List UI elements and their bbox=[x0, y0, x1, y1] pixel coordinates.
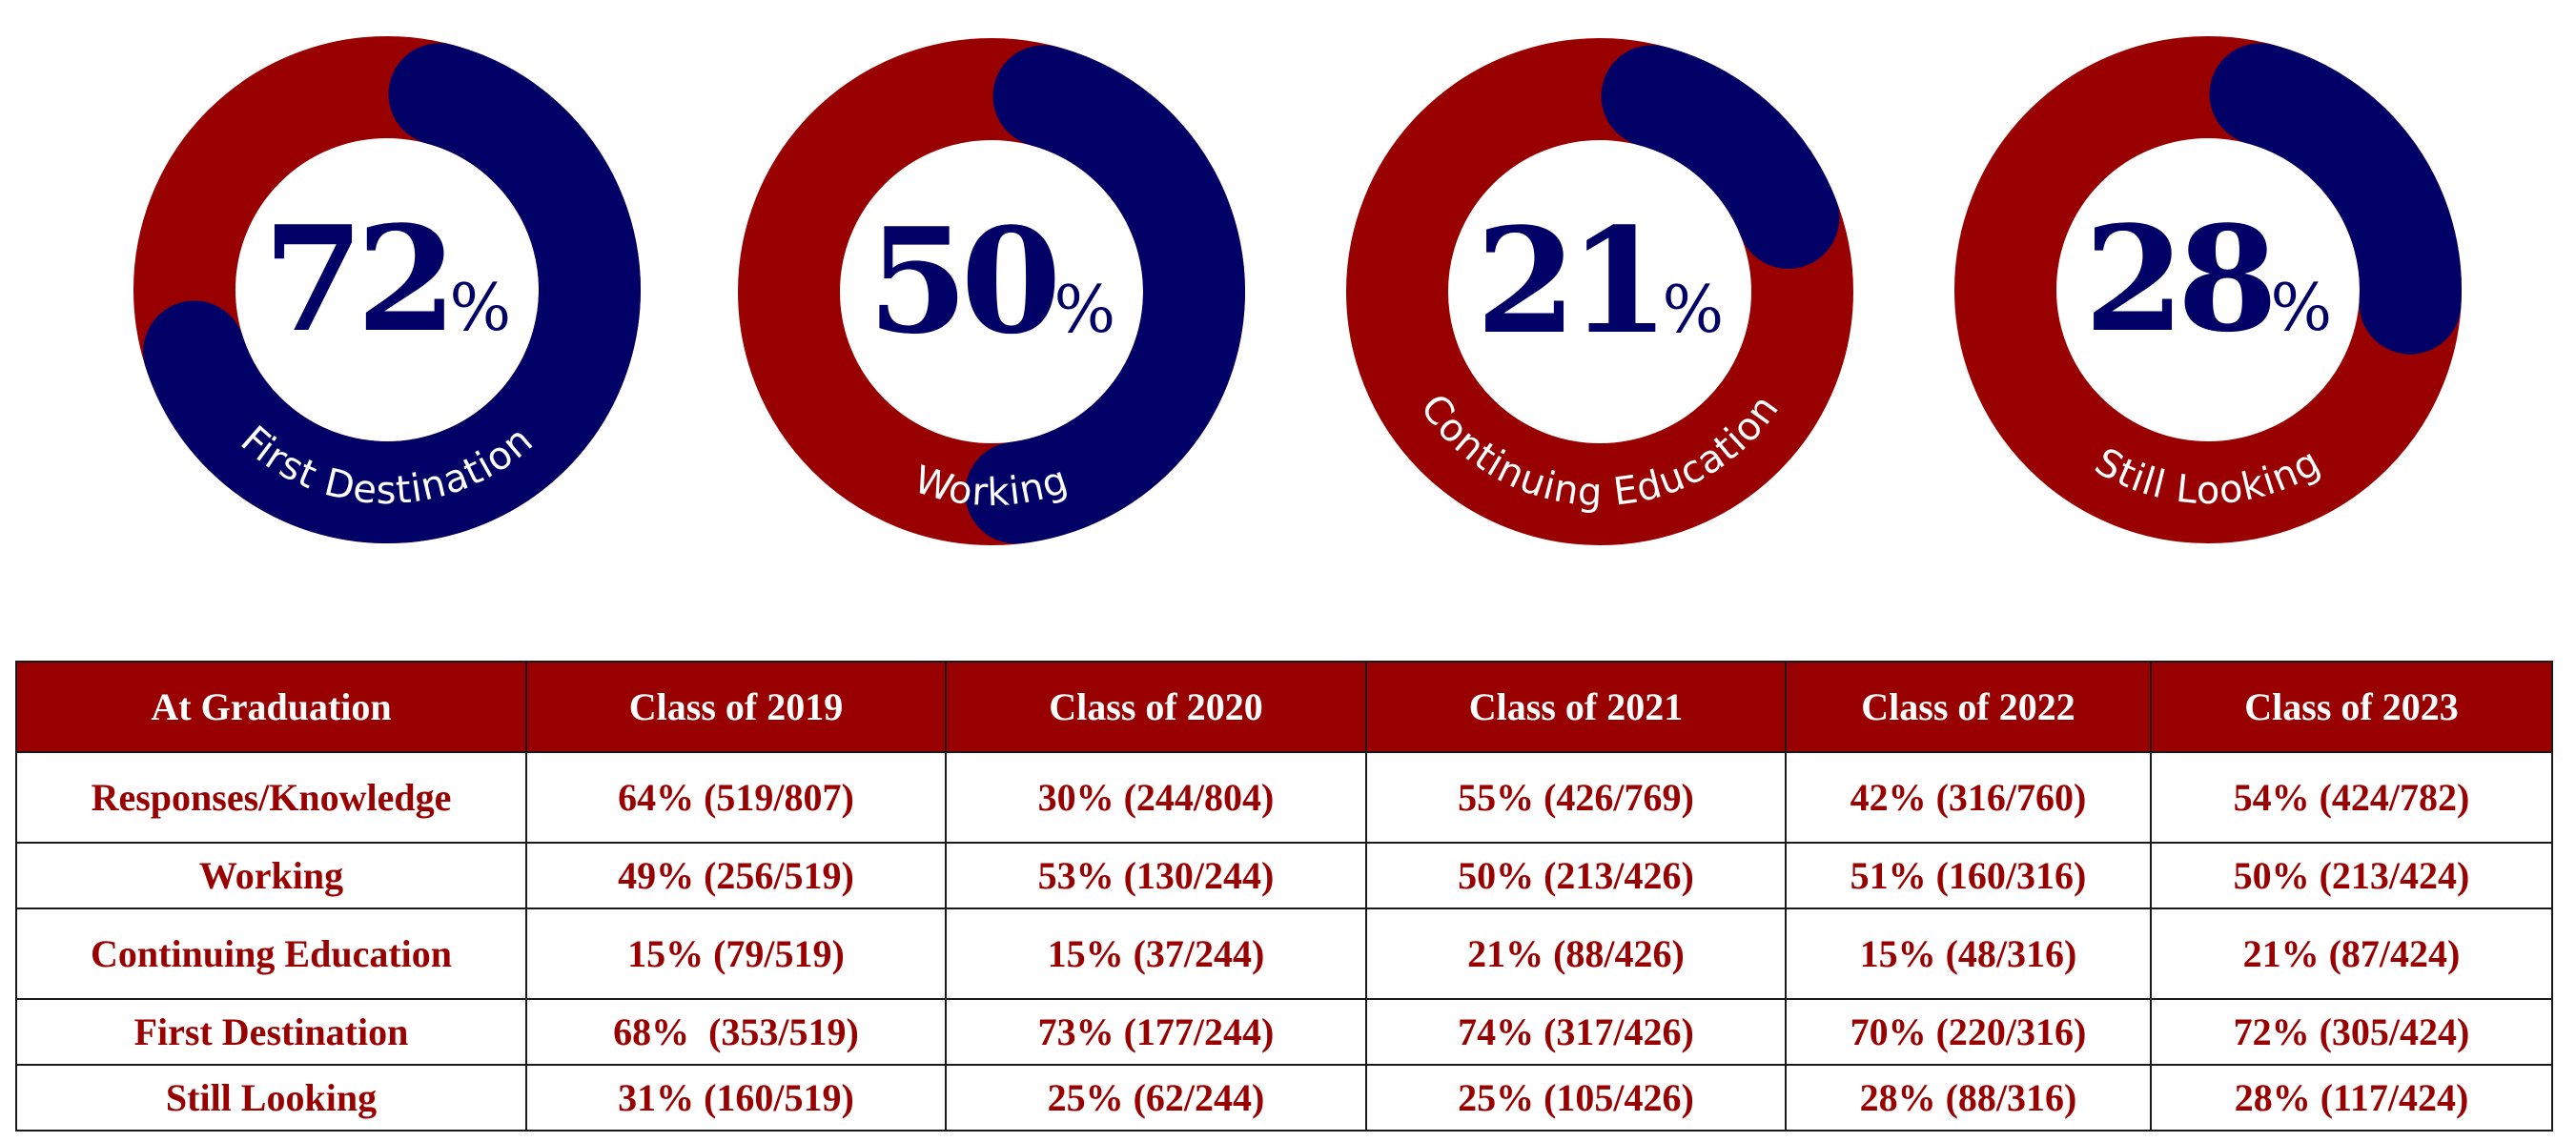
table-cell: 25% (62/244) bbox=[945, 1064, 1367, 1132]
header-class-2023: Class of 2023 bbox=[2150, 661, 2553, 753]
donut-gauges: 72% First Destination 50% Working 21% Co… bbox=[133, 36, 2462, 545]
table-cell: 64% (519/807) bbox=[525, 751, 947, 844]
gauge-working: 50% Working bbox=[738, 38, 1245, 545]
row-label: Working bbox=[15, 842, 527, 909]
gauge-number: 28 bbox=[2084, 194, 2271, 364]
gauge-percent-sign: % bbox=[449, 271, 511, 346]
gauge-first-destination: 72% First Destination bbox=[133, 36, 641, 543]
table-cell: 42% (316/760) bbox=[1785, 751, 2152, 844]
table-cell: 50% (213/424) bbox=[2150, 842, 2553, 909]
graduation-outcomes-table: At Graduation Class of 2019 Class of 202… bbox=[15, 661, 2553, 1132]
table-row: First Destination 68% (353/519) 73% (177… bbox=[15, 998, 2553, 1066]
table-cell: 74% (317/426) bbox=[1365, 998, 1787, 1066]
table-cell: 28% (117/424) bbox=[2150, 1064, 2553, 1132]
table-row: Working 49% (256/519) 53% (130/244) 50% … bbox=[15, 842, 2553, 909]
table-cell: 73% (177/244) bbox=[945, 998, 1367, 1066]
gauge-filled-arc bbox=[1601, 45, 1840, 269]
header-at-graduation: At Graduation bbox=[15, 661, 527, 753]
table-cell: 15% (37/244) bbox=[945, 907, 1367, 1000]
table-cell: 49% (256/519) bbox=[525, 842, 947, 909]
table-cell: 15% (48/316) bbox=[1785, 907, 2152, 1000]
gauge-filled-arc bbox=[965, 45, 1245, 544]
table-cell: 50% (213/426) bbox=[1365, 842, 1787, 909]
gauge-value: 21% bbox=[1476, 195, 1724, 366]
row-label: Continuing Education bbox=[15, 907, 527, 1000]
table-cell: 53% (130/244) bbox=[945, 842, 1367, 909]
table-cell: 51% (160/316) bbox=[1785, 842, 2152, 909]
gauge-percent-sign: % bbox=[1662, 273, 1724, 348]
gauge-value: 50% bbox=[868, 195, 1115, 366]
header-class-2021: Class of 2021 bbox=[1365, 661, 1787, 753]
table-cell: 31% (160/519) bbox=[525, 1064, 947, 1132]
table-cell: 30% (244/804) bbox=[945, 751, 1367, 844]
table-row: Continuing Education 15% (79/519) 15% (3… bbox=[15, 907, 2553, 1000]
table-cell: 72% (305/424) bbox=[2150, 998, 2553, 1066]
table-cell: 54% (424/782) bbox=[2150, 751, 2553, 844]
gauge-track bbox=[1346, 38, 1853, 545]
table-cell: 25% (105/426) bbox=[1365, 1064, 1787, 1132]
table-row: Still Looking 31% (160/519) 25% (62/244)… bbox=[15, 1064, 2553, 1132]
gauge-filled-arc bbox=[143, 43, 641, 543]
header-class-2022: Class of 2022 bbox=[1785, 661, 2152, 753]
gauge-still-looking: 28% Still Looking bbox=[1954, 36, 2462, 543]
gauge-percent-sign: % bbox=[2270, 271, 2332, 346]
row-label: Responses/Knowledge bbox=[15, 751, 527, 844]
gauge-filled-arc bbox=[2209, 43, 2462, 355]
row-label: First Destination bbox=[15, 998, 527, 1066]
gauge-number: 50 bbox=[868, 195, 1055, 366]
table-cell: 70% (220/316) bbox=[1785, 998, 2152, 1066]
table-cell: 15% (79/519) bbox=[525, 907, 947, 1000]
table-cell: 55% (426/769) bbox=[1365, 751, 1787, 844]
gauge-continuing-education: 21% Continuing Education bbox=[1346, 38, 1853, 545]
table-cell: 28% (88/316) bbox=[1785, 1064, 2152, 1132]
table-cell: 68% (353/519) bbox=[525, 998, 947, 1066]
table-row: Responses/Knowledge 64% (519/807) 30% (2… bbox=[15, 751, 2553, 844]
gauge-value: 72% bbox=[263, 194, 511, 364]
gauge-percent-sign: % bbox=[1053, 273, 1115, 348]
table-cell: 21% (88/426) bbox=[1365, 907, 1787, 1000]
header-class-2019: Class of 2019 bbox=[525, 661, 947, 753]
row-label: Still Looking bbox=[15, 1064, 527, 1132]
gauge-number: 72 bbox=[263, 194, 450, 364]
gauge-value: 28% bbox=[2084, 194, 2332, 364]
table-header-row: At Graduation Class of 2019 Class of 202… bbox=[15, 661, 2553, 753]
gauge-number: 21 bbox=[1476, 195, 1663, 366]
header-class-2020: Class of 2020 bbox=[945, 661, 1367, 753]
table-cell: 21% (87/424) bbox=[2150, 907, 2553, 1000]
